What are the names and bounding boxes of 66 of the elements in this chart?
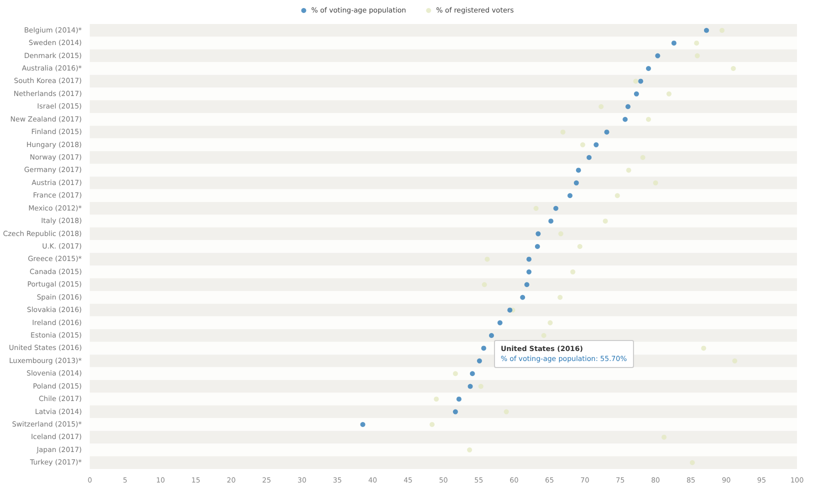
point — [526, 256, 532, 262]
point — [468, 384, 473, 389]
point — [504, 409, 509, 414]
point — [622, 116, 628, 122]
point — [701, 346, 706, 351]
point — [520, 294, 526, 300]
point — [467, 447, 472, 452]
point — [646, 116, 651, 122]
point — [567, 193, 572, 198]
point — [558, 231, 564, 236]
point — [434, 396, 439, 402]
point — [634, 91, 639, 96]
point — [671, 40, 676, 46]
point — [653, 180, 658, 186]
point — [640, 155, 646, 160]
point — [625, 104, 630, 110]
point — [638, 78, 644, 84]
point — [662, 434, 667, 440]
point — [626, 168, 632, 173]
point — [730, 66, 736, 71]
point — [534, 244, 540, 249]
point — [614, 193, 620, 198]
point — [666, 91, 672, 96]
point — [553, 206, 558, 211]
point — [694, 40, 700, 46]
point — [655, 53, 660, 58]
point — [478, 384, 484, 389]
point — [548, 320, 553, 326]
point — [470, 371, 475, 376]
point — [507, 308, 512, 313]
point — [488, 333, 494, 338]
point — [526, 269, 532, 274]
point — [452, 371, 458, 376]
point — [456, 396, 462, 402]
point — [548, 218, 554, 224]
point — [481, 346, 486, 351]
point — [560, 130, 566, 135]
point — [430, 422, 435, 427]
point — [576, 168, 581, 173]
point — [633, 78, 638, 84]
point — [646, 66, 651, 71]
point — [598, 104, 604, 110]
point — [536, 231, 541, 236]
point — [482, 282, 487, 288]
point — [574, 180, 579, 186]
point — [580, 142, 586, 148]
point — [476, 358, 482, 364]
point — [602, 218, 608, 224]
point — [577, 244, 582, 249]
point — [524, 282, 530, 288]
point — [452, 409, 458, 414]
point — [594, 142, 599, 148]
point — [720, 28, 725, 33]
point — [534, 206, 539, 211]
point — [360, 422, 366, 427]
point — [558, 294, 563, 300]
point — [604, 130, 610, 135]
point — [732, 358, 738, 364]
point — [484, 256, 490, 262]
point — [497, 320, 502, 326]
point — [694, 53, 700, 58]
point — [570, 269, 576, 274]
point — [586, 155, 592, 160]
point — [541, 333, 546, 338]
point — [704, 28, 709, 33]
point — [690, 460, 695, 466]
